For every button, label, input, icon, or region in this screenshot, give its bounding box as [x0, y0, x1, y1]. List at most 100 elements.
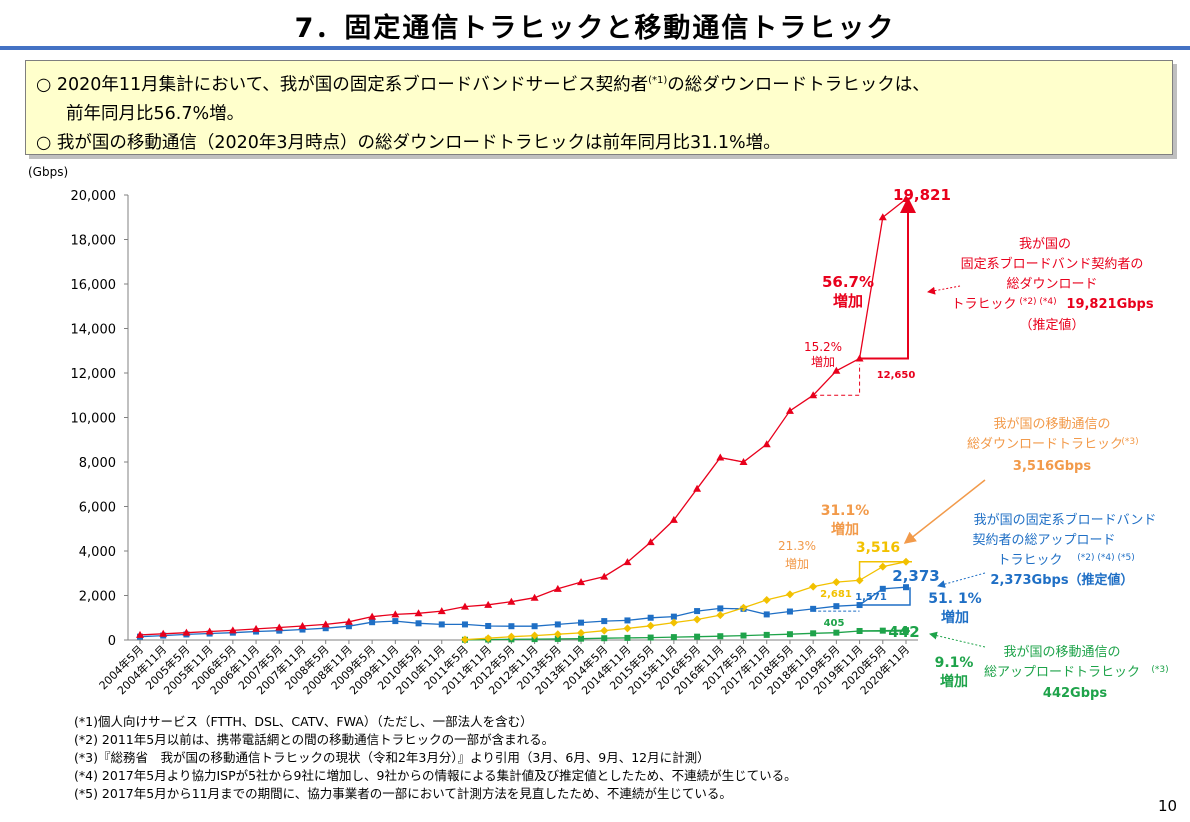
title-rule — [0, 46, 1190, 50]
mobile-down-point — [762, 595, 771, 604]
mobile-up-line — [464, 629, 907, 641]
mobile-up-point — [833, 629, 840, 636]
y-tick-label: 20,000 — [71, 189, 117, 204]
fixed-down-point — [136, 630, 144, 638]
legend-fixed-up-line3: トラヒック — [997, 553, 1062, 568]
y-tick-label: 4,000 — [79, 545, 116, 560]
fixed-down-point — [646, 538, 655, 546]
growth-fixed-down-prev-pct: 15.2% — [804, 340, 842, 354]
growth-mobile-down: 31.1% 増加 — [821, 503, 870, 538]
fixed-down-point — [693, 484, 702, 492]
legend-mobile-down: 我が国の移動通信の 総ダウンロードトラヒック (*3) 3,516Gbps — [967, 417, 1139, 474]
legend-fixed-down-line2: 固定系ブロードバンド契約者の — [961, 256, 1144, 272]
fixed-down-point — [228, 626, 237, 634]
fixed-down-point — [716, 453, 725, 461]
growth-bracket-mobile-down — [858, 561, 912, 581]
fixed-down-point — [600, 572, 609, 580]
y-tick-label: 14,000 — [71, 323, 117, 338]
growth-bracket-fixed-up — [859, 587, 911, 606]
legend-mobile-down-note: (*3) — [1121, 437, 1138, 447]
fixed-down-point — [298, 621, 307, 629]
footnote-4: (*4) 2017年5月より協力ISPが5社から9社に増加し、9社からの情報によ… — [74, 768, 797, 783]
fixed-down-point — [437, 607, 446, 615]
mobile-down-point — [507, 632, 516, 641]
fixed-down-point — [205, 627, 214, 635]
traffic-chart: 0 2,000 4,000 6,000 8,000 10,000 12,000 14,000 1… — [28, 165, 1169, 701]
footnote-1: (*1)個人向けサービス（FTTH、DSL、CATV、FWA）（ただし、一部法人… — [74, 714, 533, 729]
fixed-down-point — [878, 213, 887, 221]
legend-mobile-down-line2: 総ダウンロードトラヒック — [967, 437, 1123, 452]
legend-fixed-up-line2: 契約者の総アップロード — [972, 533, 1115, 548]
fixed-up-point — [810, 605, 817, 612]
fixed-up-point — [601, 618, 608, 625]
y-tick-label: 2,000 — [79, 590, 116, 605]
mobile-up-point — [763, 631, 770, 638]
growth-bracket-fixed-down — [859, 196, 916, 360]
mobile-down-point — [669, 618, 678, 627]
fixed-up-point — [578, 619, 585, 626]
fixed-up-point — [694, 608, 701, 615]
fixed-up-point — [299, 626, 306, 633]
mobile-up-point — [578, 635, 585, 642]
fixed-down-point — [344, 617, 353, 625]
fixed-up-line — [139, 586, 907, 638]
annotations — [720, 196, 916, 632]
fixed-down-point — [159, 629, 168, 637]
mobile-up-point — [810, 630, 817, 637]
y-tick-label: 0 — [108, 634, 116, 649]
growth-mobile-up-pct: 9.1% — [935, 655, 974, 671]
footnote-3: (*3)『総務省 我が国の移動通信トラヒックの現状（令和2年3月分）』より引用（… — [74, 750, 710, 765]
fixed-down-point — [391, 610, 400, 618]
mobile-up-point — [786, 631, 793, 638]
fixed-up-point — [670, 613, 677, 620]
fixed-up-point — [461, 621, 468, 628]
growth-mobile-up: 9.1% 増加 — [935, 655, 974, 690]
y-unit-label: (Gbps) — [28, 165, 68, 179]
fixed-down-point — [623, 558, 632, 566]
growth-fixed-down-pct: 56.7% — [822, 273, 874, 291]
mobile-down-point — [623, 624, 632, 633]
label-fixed-up-end: 2,373 — [892, 567, 939, 585]
y-tick-label: 8,000 — [79, 456, 116, 471]
legend-fixed-down-value: 19,821Gbps — [1066, 297, 1153, 312]
mobile-down-point — [530, 631, 539, 640]
legend-fixed-up-line1: 我が国の固定系ブロードバンド — [974, 512, 1157, 528]
mobile-down-line — [464, 561, 907, 641]
legend-mobile-up-line1: 我が国の移動通信の — [1003, 645, 1120, 660]
mobile-down-point — [577, 628, 586, 637]
fixed-up-point — [763, 611, 770, 618]
label-fixed-down-prev: 12,650 — [877, 370, 916, 381]
growth-mobile-down-pct: 31.1% — [821, 503, 870, 519]
fixed-down-point — [321, 620, 330, 628]
y-tick-label: 6,000 — [79, 501, 116, 516]
mobile-down-point — [693, 615, 702, 624]
growth-fixed-down-prev-word: 増加 — [811, 355, 835, 369]
mobile-up-point — [694, 633, 701, 640]
growth-mobile-down-prev-pct: 21.3% — [778, 539, 816, 553]
fixed-down-point — [832, 366, 841, 374]
mobile-down-point — [739, 603, 748, 612]
arrow-fixed-down — [927, 285, 961, 295]
growth-fixed-down-prev: 15.2% 増加 — [804, 340, 842, 369]
label-mobile-down-end: 3,516 — [856, 540, 900, 556]
fixed-down-point — [762, 440, 771, 448]
label-mobile-down-prev: 2,681 — [820, 589, 852, 600]
legend-fixed-down-est: （推定値） — [1019, 317, 1084, 333]
mobile-down-point — [484, 634, 493, 643]
mobile-down-point — [716, 611, 725, 620]
growth-mobile-up-word: 増加 — [940, 673, 968, 690]
legend-mobile-up: 我が国の移動通信の 総アップロードトラヒック (*3) 442Gbps — [984, 645, 1169, 701]
fixed-up-point — [554, 621, 561, 628]
fixed-down-point — [739, 458, 748, 465]
fixed-down-point — [785, 406, 794, 414]
fixed-up-point — [322, 625, 329, 632]
arrow-fixed-up — [937, 572, 986, 588]
arrow-mobile-up — [929, 631, 986, 648]
summary-line-2: 前年同月比56.7%増。 — [66, 103, 245, 124]
y-tick-label: 16,000 — [71, 278, 117, 293]
page-title: 7．固定通信トラヒックと移動通信トラヒック — [294, 13, 896, 44]
series — [136, 194, 910, 644]
growth-mobile-down-prev: 21.3% 増加 — [778, 539, 816, 571]
fixed-down-point — [577, 578, 586, 586]
legend-mobile-up-line2: 総アップロードトラヒック — [984, 665, 1140, 680]
